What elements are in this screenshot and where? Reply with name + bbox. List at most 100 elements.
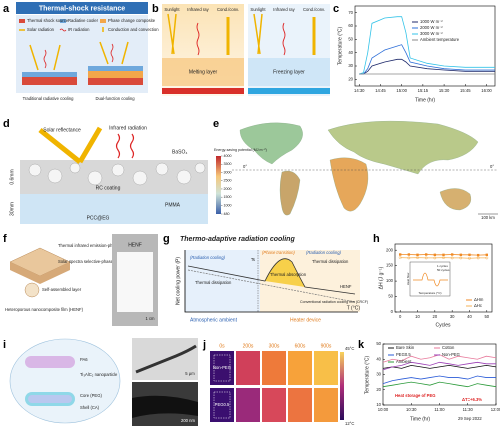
y-tick-label: 150 — [386, 263, 394, 268]
label: Thermal infrared emission-phase (TIEP) — [58, 243, 133, 248]
thermal-images — [210, 351, 338, 422]
pcm — [88, 71, 143, 78]
legend-label: 1000 W m⁻² — [420, 19, 443, 24]
core — [28, 395, 72, 403]
ir-ray — [115, 133, 135, 159]
label: Infrared radiation — [109, 125, 147, 131]
row-label: PEG0.5 — [215, 402, 230, 407]
legend-label: 2000 W m⁻² — [420, 25, 443, 30]
x-tick-label: 20 — [433, 314, 438, 319]
thickness: 0.6mm — [9, 169, 15, 184]
label: PCC@EG — [87, 215, 110, 221]
label: Cond./conv. — [217, 7, 239, 12]
panel-i: i PA6 Ti₃AlC₂ nanoparticle Core (PEG) Sh… — [3, 338, 198, 426]
colorbar-min: 12°C — [345, 421, 354, 426]
inset-label: 50 cycles — [437, 268, 450, 272]
label: PA6 — [80, 357, 88, 362]
label: Sunlight — [164, 7, 180, 12]
label: Thermal dissipation — [312, 259, 349, 264]
marker — [485, 256, 489, 260]
bump — [265, 258, 305, 287]
marker — [442, 256, 445, 260]
legend-label: Ambient temperature — [420, 37, 460, 42]
panel-letter: j — [202, 339, 206, 351]
x-axis-label: Time (hr) — [415, 97, 435, 103]
marker — [416, 256, 419, 260]
series-line — [382, 381, 497, 388]
cool-zone — [185, 250, 260, 312]
colorbar-max: 45°C — [345, 346, 354, 351]
x-tick-label: 11:30 — [463, 407, 474, 412]
label: Shell (CA) — [80, 405, 100, 410]
row-label: Non-PEG — [213, 365, 231, 370]
scale-bar: 1 cm — [145, 316, 155, 321]
label: Solar reflectance — [43, 127, 81, 133]
date-note: 29 Sep 2022 — [458, 416, 482, 421]
y-tick-label: 40 — [376, 356, 381, 361]
marker — [476, 253, 480, 257]
x-tick-label: 16:00 — [481, 88, 492, 93]
label: Thermal absorption — [270, 272, 307, 277]
y-tick-label: 100 — [386, 278, 394, 283]
photo-label: HENF — [128, 242, 142, 248]
panel-title: Thermo-adaptive radiation cooling — [180, 236, 295, 243]
panel-d: d Solar reflectance Infrared radiation B… — [3, 118, 208, 224]
h-inset: Heat flow Temperature (°C) 1 cycles 50 c… — [406, 261, 451, 297]
label: (Radiation cooling) — [306, 250, 342, 255]
legend-text: Solar radiation — [27, 27, 55, 32]
icon — [19, 19, 25, 23]
panel-letter: e — [213, 118, 219, 130]
panel-j: j 0s 200s 300s 600s 900s Non-PEG PEG0.5 … — [202, 339, 354, 426]
time-label: 200s — [243, 343, 254, 349]
y-tick-label: 20 — [376, 387, 381, 392]
y-tick-label: 200 — [386, 247, 394, 252]
panel-b: b Sunlight Infrared ray Cond./conv. Sunl… — [152, 3, 330, 96]
plot-frame — [394, 243, 493, 313]
legend-text: Radiative cooler — [68, 18, 99, 23]
panel-letter: f — [3, 233, 7, 245]
axes — [184, 250, 358, 313]
marker — [442, 253, 445, 257]
icon — [59, 28, 67, 32]
colorbar-tick-label: 3000 — [224, 170, 232, 174]
layer-label: Melting layer — [189, 69, 218, 75]
colorbar-tick-label: 2000 — [224, 187, 232, 191]
colorbar-tick-label: 3500 — [224, 162, 232, 166]
label: Solar spectra selective-phase (SSP) — [58, 259, 126, 264]
y-tick-label: 0 — [391, 309, 394, 314]
x-axis-label: Cycles — [435, 322, 451, 328]
legend-label: ΔHm — [474, 297, 484, 302]
panel-letter: c — [333, 3, 339, 15]
series-line — [400, 257, 487, 259]
y-tick-label: 30 — [348, 63, 353, 68]
marker — [433, 253, 437, 257]
zone-label: Atmospheric ambient — [190, 317, 238, 323]
marker — [398, 253, 402, 256]
substrate — [162, 88, 244, 94]
crcf-curve — [187, 269, 356, 303]
y-axis-label: ΔH (J g⁻¹) — [378, 266, 384, 289]
label: Infrared ray — [273, 7, 295, 12]
fiber-cross — [9, 338, 121, 424]
series-line — [359, 58, 495, 75]
pa6 — [25, 356, 75, 368]
marker — [407, 253, 411, 256]
y-axis-label: Temperature (°C) — [364, 355, 370, 394]
label: BaSO₄ — [172, 149, 187, 155]
y-tick-label: 60 — [348, 23, 353, 28]
panel-e: e 0° 0° 100 km Energy-saving potential (… — [213, 118, 498, 220]
series-line — [382, 364, 497, 369]
x-tick-label: 10 — [415, 314, 420, 319]
label: RC coating — [96, 185, 121, 191]
x-tick-label: 15:15 — [418, 88, 429, 93]
x-tick-label: 15:00 — [396, 88, 407, 93]
layer-label: Freezing layer — [273, 69, 305, 75]
y-tick-label: 50 — [376, 341, 381, 346]
fiber — [135, 344, 197, 374]
inset-label: 1 cycles — [437, 264, 448, 268]
scale-bar: 5 μm — [185, 371, 195, 376]
legend-text: Conduction and convection — [108, 27, 159, 32]
y-tick-label: 10 — [376, 402, 381, 407]
panel-letter: h — [373, 233, 380, 245]
series-line — [382, 375, 496, 385]
